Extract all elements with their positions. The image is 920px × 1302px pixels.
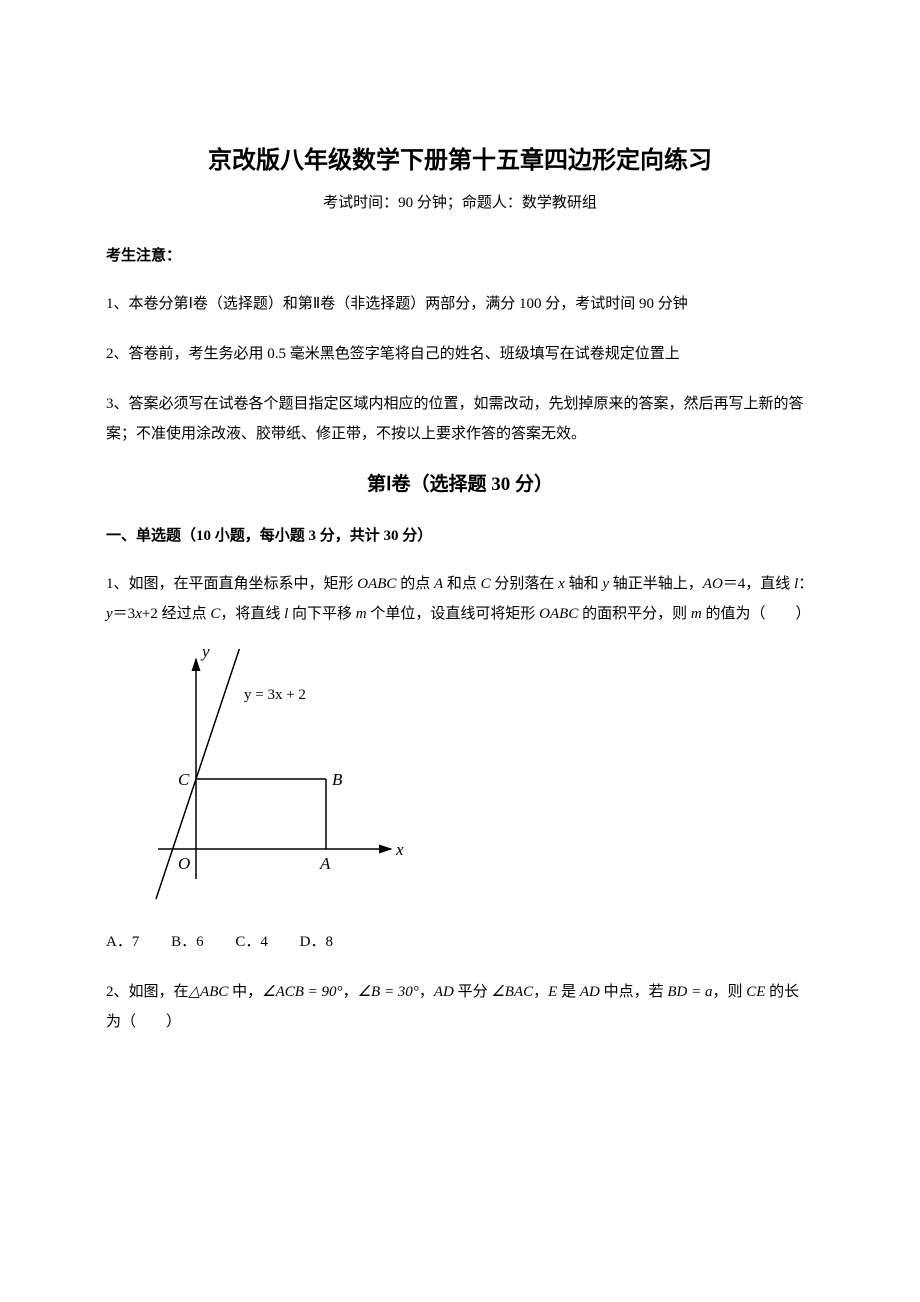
q1-y2: y — [106, 606, 113, 622]
q1-t22: 向下平移 — [288, 606, 356, 622]
svg-text:A: A — [319, 854, 331, 873]
q1-m2: m — [691, 606, 702, 622]
question-2: 2、如图，在△ABC 中，∠ACB = 90°，∠B = 30°，AD 平分 ∠… — [106, 977, 814, 1037]
document-title: 京改版八年级数学下册第十五章四边形定向练习 — [106, 140, 814, 175]
document-subtitle: 考试时间：90 分钟；命题人：数学教研组 — [106, 191, 814, 212]
q2-t14: 中点，若 — [600, 984, 668, 1000]
notice-item-1: 1、本卷分第Ⅰ卷（选择题）和第Ⅱ卷（非选择题）两部分，满分 100 分，考试时间… — [106, 289, 814, 319]
q1-x: x — [558, 576, 565, 592]
q1-oabc: OABC — [357, 576, 396, 592]
q2-t10: ， — [533, 984, 548, 1000]
svg-text:O: O — [178, 854, 190, 873]
options-q1: A．7 B．6 C．4 D．8 — [106, 930, 814, 951]
subsection-header: 一、单选题（10 小题，每小题 3 分，共计 30 分） — [106, 524, 814, 545]
q2-bac: ∠BAC — [491, 984, 533, 1000]
option-d: D．8 — [300, 934, 333, 950]
q1-t28: 的值为（ ） — [702, 606, 811, 622]
q1-t6: 分别落在 — [491, 576, 559, 592]
option-b: B．6 — [171, 934, 204, 950]
notice-item-2: 2、答卷前，考生务必用 0.5 毫米黑色签字笔将自己的姓名、班级填写在试卷规定位… — [106, 339, 814, 369]
q1-t8: 轴和 — [565, 576, 603, 592]
option-a: A．7 — [106, 934, 139, 950]
q1-c2: C — [210, 606, 220, 622]
q1-t16: ＝3 — [113, 606, 136, 622]
q2-t2: 中， — [228, 984, 262, 1000]
q1-text: 1、如图，在平面直角坐标系中，矩形 — [106, 576, 357, 592]
notice-header: 考生注意： — [106, 244, 814, 265]
option-c: C．4 — [235, 934, 268, 950]
q2-e: E — [548, 984, 557, 1000]
svg-text:C: C — [178, 770, 190, 789]
q2-prefix: 2、如图，在 — [106, 984, 189, 1000]
q2-b30: ∠B = 30° — [358, 984, 419, 1000]
q1-t12: ＝4，直线 — [723, 576, 794, 592]
svg-text:x: x — [395, 840, 404, 859]
notice-item-3: 3、答案必须写在试卷各个题目指定区域内相应的位置，如需改动，先划掉原来的答案，然… — [106, 389, 814, 449]
q2-abc: △ABC — [189, 984, 229, 1000]
question-1: 1、如图，在平面直角坐标系中，矩形 OABC 的点 A 和点 C 分别落在 x … — [106, 569, 814, 629]
q1-t2: 的点 — [396, 576, 434, 592]
q1-m: m — [356, 606, 367, 622]
q1-t24: 个单位，设直线可将矩形 — [367, 606, 540, 622]
svg-text:y: y — [200, 649, 210, 661]
q2-t4: ， — [343, 984, 358, 1000]
q1-t18: +2 经过点 — [142, 606, 210, 622]
q1-oabc2: OABC — [539, 606, 578, 622]
q2-t12: 是 — [557, 984, 580, 1000]
q2-t8: 平分 — [454, 984, 492, 1000]
q1-t26: 的面积平分，则 — [578, 606, 691, 622]
coordinate-chart: y x O A B Cy = 3x + 2 — [126, 649, 406, 909]
q2-ce: CE — [746, 984, 765, 1000]
q1-t14: ： — [798, 576, 813, 592]
svg-text:B: B — [332, 770, 343, 789]
q1-ao: AO — [703, 576, 723, 592]
q2-ad: AD — [434, 984, 454, 1000]
q1-t4: 和点 — [443, 576, 481, 592]
q2-t6: ， — [419, 984, 434, 1000]
section-header: 第Ⅰ卷（选择题 30 分） — [106, 469, 814, 496]
q2-ad2: AD — [580, 984, 600, 1000]
q1-t20: ，将直线 — [220, 606, 284, 622]
q1-x2: x — [135, 606, 142, 622]
q1-t10: 轴正半轴上， — [609, 576, 703, 592]
q2-bda: BD = a — [667, 984, 712, 1000]
chart-q1: y x O A B Cy = 3x + 2 — [126, 649, 814, 914]
q2-acb: ∠ACB = 90° — [262, 984, 342, 1000]
svg-text:y = 3x + 2: y = 3x + 2 — [244, 687, 306, 703]
q2-t16: ，则 — [712, 984, 746, 1000]
q1-c: C — [481, 576, 491, 592]
q1-a: A — [434, 576, 443, 592]
